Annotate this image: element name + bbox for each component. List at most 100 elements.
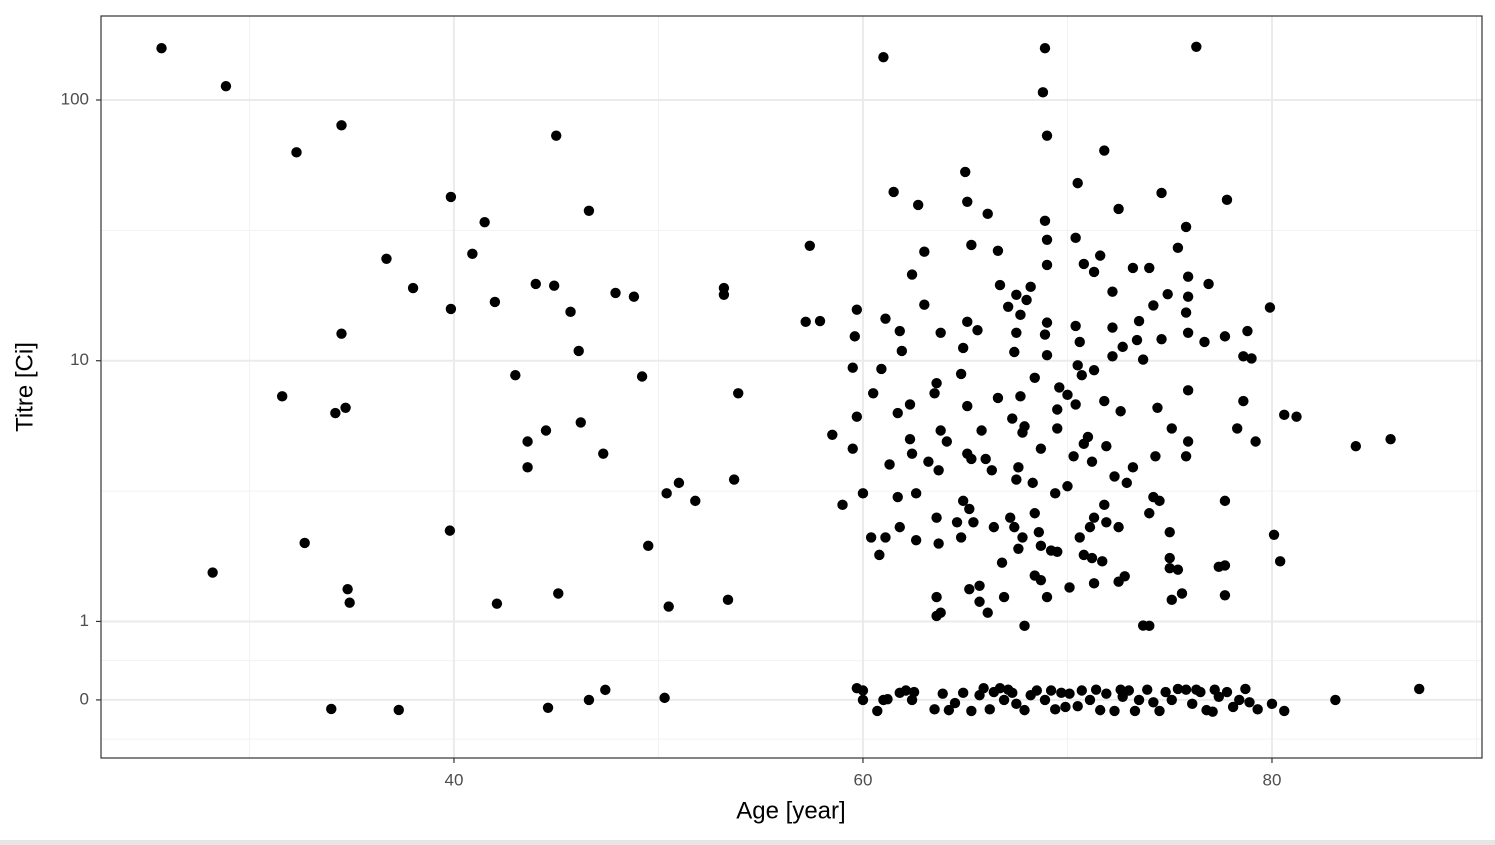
point bbox=[1142, 684, 1153, 695]
point bbox=[551, 130, 562, 141]
point bbox=[1101, 688, 1112, 699]
point bbox=[299, 537, 310, 549]
point bbox=[540, 425, 552, 436]
point bbox=[1099, 499, 1110, 511]
point bbox=[900, 685, 912, 696]
point bbox=[659, 692, 670, 704]
point bbox=[1227, 701, 1239, 713]
point bbox=[156, 43, 167, 54]
point bbox=[1029, 508, 1040, 519]
point bbox=[1086, 456, 1098, 467]
point bbox=[847, 362, 858, 373]
point bbox=[962, 400, 973, 412]
point bbox=[986, 465, 998, 476]
point bbox=[1199, 336, 1210, 348]
point bbox=[966, 239, 977, 251]
point bbox=[1268, 529, 1280, 540]
point bbox=[919, 246, 930, 257]
point bbox=[1029, 372, 1040, 384]
point bbox=[904, 434, 916, 445]
point bbox=[636, 371, 648, 382]
point bbox=[935, 327, 946, 338]
point bbox=[1009, 521, 1020, 533]
point bbox=[982, 208, 993, 220]
point bbox=[1039, 694, 1051, 706]
point bbox=[1209, 684, 1220, 695]
point bbox=[1017, 427, 1028, 438]
point bbox=[1019, 620, 1030, 632]
point bbox=[1041, 130, 1053, 141]
point bbox=[1076, 685, 1087, 696]
point bbox=[1011, 289, 1022, 301]
point bbox=[1021, 294, 1032, 306]
point bbox=[1164, 563, 1175, 574]
point bbox=[553, 588, 564, 599]
point bbox=[880, 313, 891, 324]
point bbox=[1180, 451, 1192, 462]
point bbox=[1166, 694, 1177, 706]
point bbox=[906, 448, 918, 459]
point bbox=[1072, 701, 1083, 712]
point bbox=[733, 388, 744, 399]
y-axis-title: Titre [Ci] bbox=[11, 342, 38, 432]
point bbox=[1039, 329, 1051, 340]
point bbox=[1013, 462, 1024, 473]
point bbox=[876, 363, 887, 375]
point bbox=[1019, 704, 1030, 716]
point bbox=[1035, 443, 1047, 454]
point bbox=[1072, 177, 1083, 189]
point bbox=[1027, 477, 1038, 489]
point bbox=[1154, 495, 1165, 507]
point bbox=[690, 495, 701, 507]
point bbox=[892, 491, 903, 503]
point bbox=[1213, 561, 1225, 573]
point bbox=[1330, 694, 1341, 706]
point bbox=[906, 694, 918, 706]
point bbox=[857, 488, 869, 499]
point bbox=[904, 399, 916, 410]
point bbox=[1094, 704, 1106, 716]
point bbox=[974, 596, 985, 607]
point bbox=[1041, 259, 1053, 271]
point bbox=[1279, 409, 1290, 421]
point bbox=[1182, 385, 1194, 396]
point bbox=[1156, 187, 1167, 199]
point bbox=[583, 205, 595, 216]
point bbox=[510, 369, 521, 381]
point bbox=[1088, 512, 1100, 523]
point bbox=[1250, 436, 1261, 447]
point bbox=[1088, 578, 1100, 589]
point bbox=[444, 525, 456, 536]
point bbox=[888, 186, 899, 198]
point bbox=[951, 517, 963, 528]
point bbox=[1009, 346, 1020, 358]
point bbox=[1088, 266, 1100, 278]
point bbox=[1070, 320, 1081, 332]
point bbox=[992, 392, 1004, 404]
y-tick-label: 10 bbox=[70, 350, 89, 369]
point bbox=[847, 443, 858, 454]
point bbox=[910, 534, 922, 546]
point bbox=[943, 704, 955, 716]
point bbox=[1129, 705, 1141, 717]
point bbox=[1041, 234, 1053, 245]
point bbox=[445, 303, 457, 315]
point bbox=[1123, 685, 1135, 696]
point bbox=[1162, 288, 1173, 300]
point bbox=[1062, 389, 1073, 401]
point bbox=[1172, 683, 1184, 695]
point bbox=[1191, 41, 1202, 52]
point bbox=[573, 345, 584, 357]
point bbox=[931, 512, 942, 523]
point bbox=[600, 684, 611, 696]
point bbox=[992, 245, 1004, 257]
point bbox=[381, 253, 392, 265]
point bbox=[1054, 382, 1065, 393]
point bbox=[1350, 441, 1362, 452]
x-axis-title: Age [year] bbox=[736, 797, 845, 824]
point bbox=[998, 694, 1010, 706]
point bbox=[1031, 685, 1042, 696]
point bbox=[1039, 43, 1051, 54]
point bbox=[522, 436, 533, 447]
point bbox=[894, 521, 905, 533]
